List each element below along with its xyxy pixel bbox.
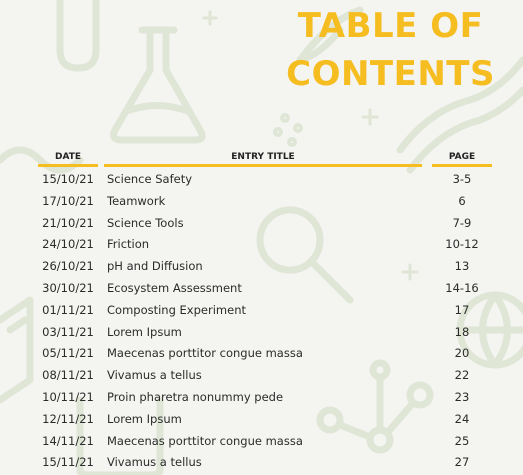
entry-date: 26/10/21 <box>42 259 94 274</box>
entry-page: 14-16 <box>445 280 479 295</box>
magnifier-icon <box>256 206 354 304</box>
header-rule-date <box>38 164 98 167</box>
entry-page: 17 <box>454 302 470 317</box>
column-header-page: PAGE <box>448 152 476 162</box>
page-title: TABLE OF CONTENTS <box>286 2 495 98</box>
entry-title: Maecenas porttitor congue massa <box>107 346 303 361</box>
table-row: 21/10/21 Science Tools 7-9 <box>0 212 523 234</box>
entry-page: 22 <box>454 368 470 383</box>
table-row: 24/10/21 Friction 10-12 <box>0 233 523 255</box>
entry-date: 03/11/21 <box>42 324 94 339</box>
header-rule-title <box>104 164 422 167</box>
molecule-icon <box>316 359 434 454</box>
column-header-entry-title: ENTRY TITLE <box>231 152 295 162</box>
entry-date: 17/10/21 <box>42 193 94 208</box>
entry-title: Ecosystem Assessment <box>107 280 242 295</box>
entry-date: 30/10/21 <box>42 280 94 295</box>
entry-date: 24/10/21 <box>42 237 94 252</box>
entry-title: Lorem Ipsum <box>107 324 182 339</box>
entry-page: 24 <box>454 411 470 426</box>
table-row: 08/11/21 Vivamus a tellus 22 <box>0 364 523 386</box>
entry-page: 20 <box>454 346 470 361</box>
entry-page: 25 <box>454 433 470 448</box>
entry-title: Vivamus a tellus <box>107 368 202 383</box>
beaker-icon <box>76 396 164 475</box>
table-row: 15/11/21 Vivamus a tellus 27 <box>0 451 523 473</box>
table-row: 12/11/21 Lorem Ipsum 24 <box>0 408 523 430</box>
entry-title: Proin pharetra nonummy pede <box>107 389 284 404</box>
table-row: 14/11/21 Maecenas porttitor congue massa 2… <box>0 430 523 452</box>
entry-date: 12/11/21 <box>42 411 94 426</box>
entry-title: Science Tools <box>107 215 184 230</box>
entry-page: 18 <box>454 324 470 339</box>
title-line-2: CONTENTS <box>286 54 495 94</box>
column-header-date: DATE <box>54 152 82 162</box>
title-line-1: TABLE OF <box>297 6 484 46</box>
leaf-icon <box>296 6 364 64</box>
entry-title: pH and Diffusion <box>107 259 203 274</box>
entry-title: Lorem Ipsum <box>107 411 182 426</box>
contents-table: 15/10/21 Science Safety 3-5 17/10/21 Teamwo… <box>0 168 523 473</box>
dna-icon <box>396 56 523 174</box>
flask-icon <box>110 26 206 144</box>
test-tube-icon <box>56 0 100 72</box>
entry-page: 13 <box>454 259 470 274</box>
entry-date: 21/10/21 <box>42 215 94 230</box>
entry-title: Science Safety <box>107 172 193 186</box>
entry-page: 3-5 <box>452 172 472 186</box>
entry-page: 7-9 <box>452 215 472 230</box>
table-row: 01/11/21 Composting Experiment 17 <box>0 299 523 321</box>
entry-date: 15/10/21 <box>42 172 94 186</box>
entry-page: 10-12 <box>445 237 479 252</box>
table-row: 17/10/21 Teamwork 6 <box>0 190 523 212</box>
dots-icon <box>273 113 303 147</box>
table-row: 10/11/21 Proin pharetra nonummy pede 23 <box>0 386 523 408</box>
table-row: 30/10/21 Ecosystem Assessment 14-16 <box>0 277 523 299</box>
wave-icon <box>0 146 84 174</box>
header-rule-page <box>432 164 492 167</box>
book-icon <box>0 296 34 404</box>
entry-title: Maecenas porttitor congue massa <box>107 433 303 448</box>
entry-date: 08/11/21 <box>42 368 94 383</box>
entry-title: Teamwork <box>107 193 166 208</box>
table-row: 03/11/21 Lorem Ipsum 18 <box>0 321 523 343</box>
entry-title: Friction <box>107 237 150 252</box>
entry-date: 14/11/21 <box>42 433 94 448</box>
entry-date: 05/11/21 <box>42 346 94 361</box>
entry-page: 6 <box>458 193 466 208</box>
entry-date: 15/11/21 <box>42 455 94 470</box>
table-row: 15/10/21 Science Safety 3-5 <box>0 168 523 190</box>
entry-page: 27 <box>454 455 470 470</box>
entry-title: Vivamus a tellus <box>107 455 202 470</box>
entry-title: Composting Experiment <box>107 302 246 317</box>
table-row: 05/11/21 Maecenas porttitor congue massa 2… <box>0 342 523 364</box>
table-row: 26/10/21 pH and Diffusion 13 <box>0 255 523 277</box>
globe-icon <box>456 291 523 369</box>
sparkle-icon <box>202 10 419 281</box>
entry-date: 10/11/21 <box>42 389 94 404</box>
entry-date: 01/11/21 <box>42 302 94 317</box>
entry-page: 23 <box>454 389 470 404</box>
